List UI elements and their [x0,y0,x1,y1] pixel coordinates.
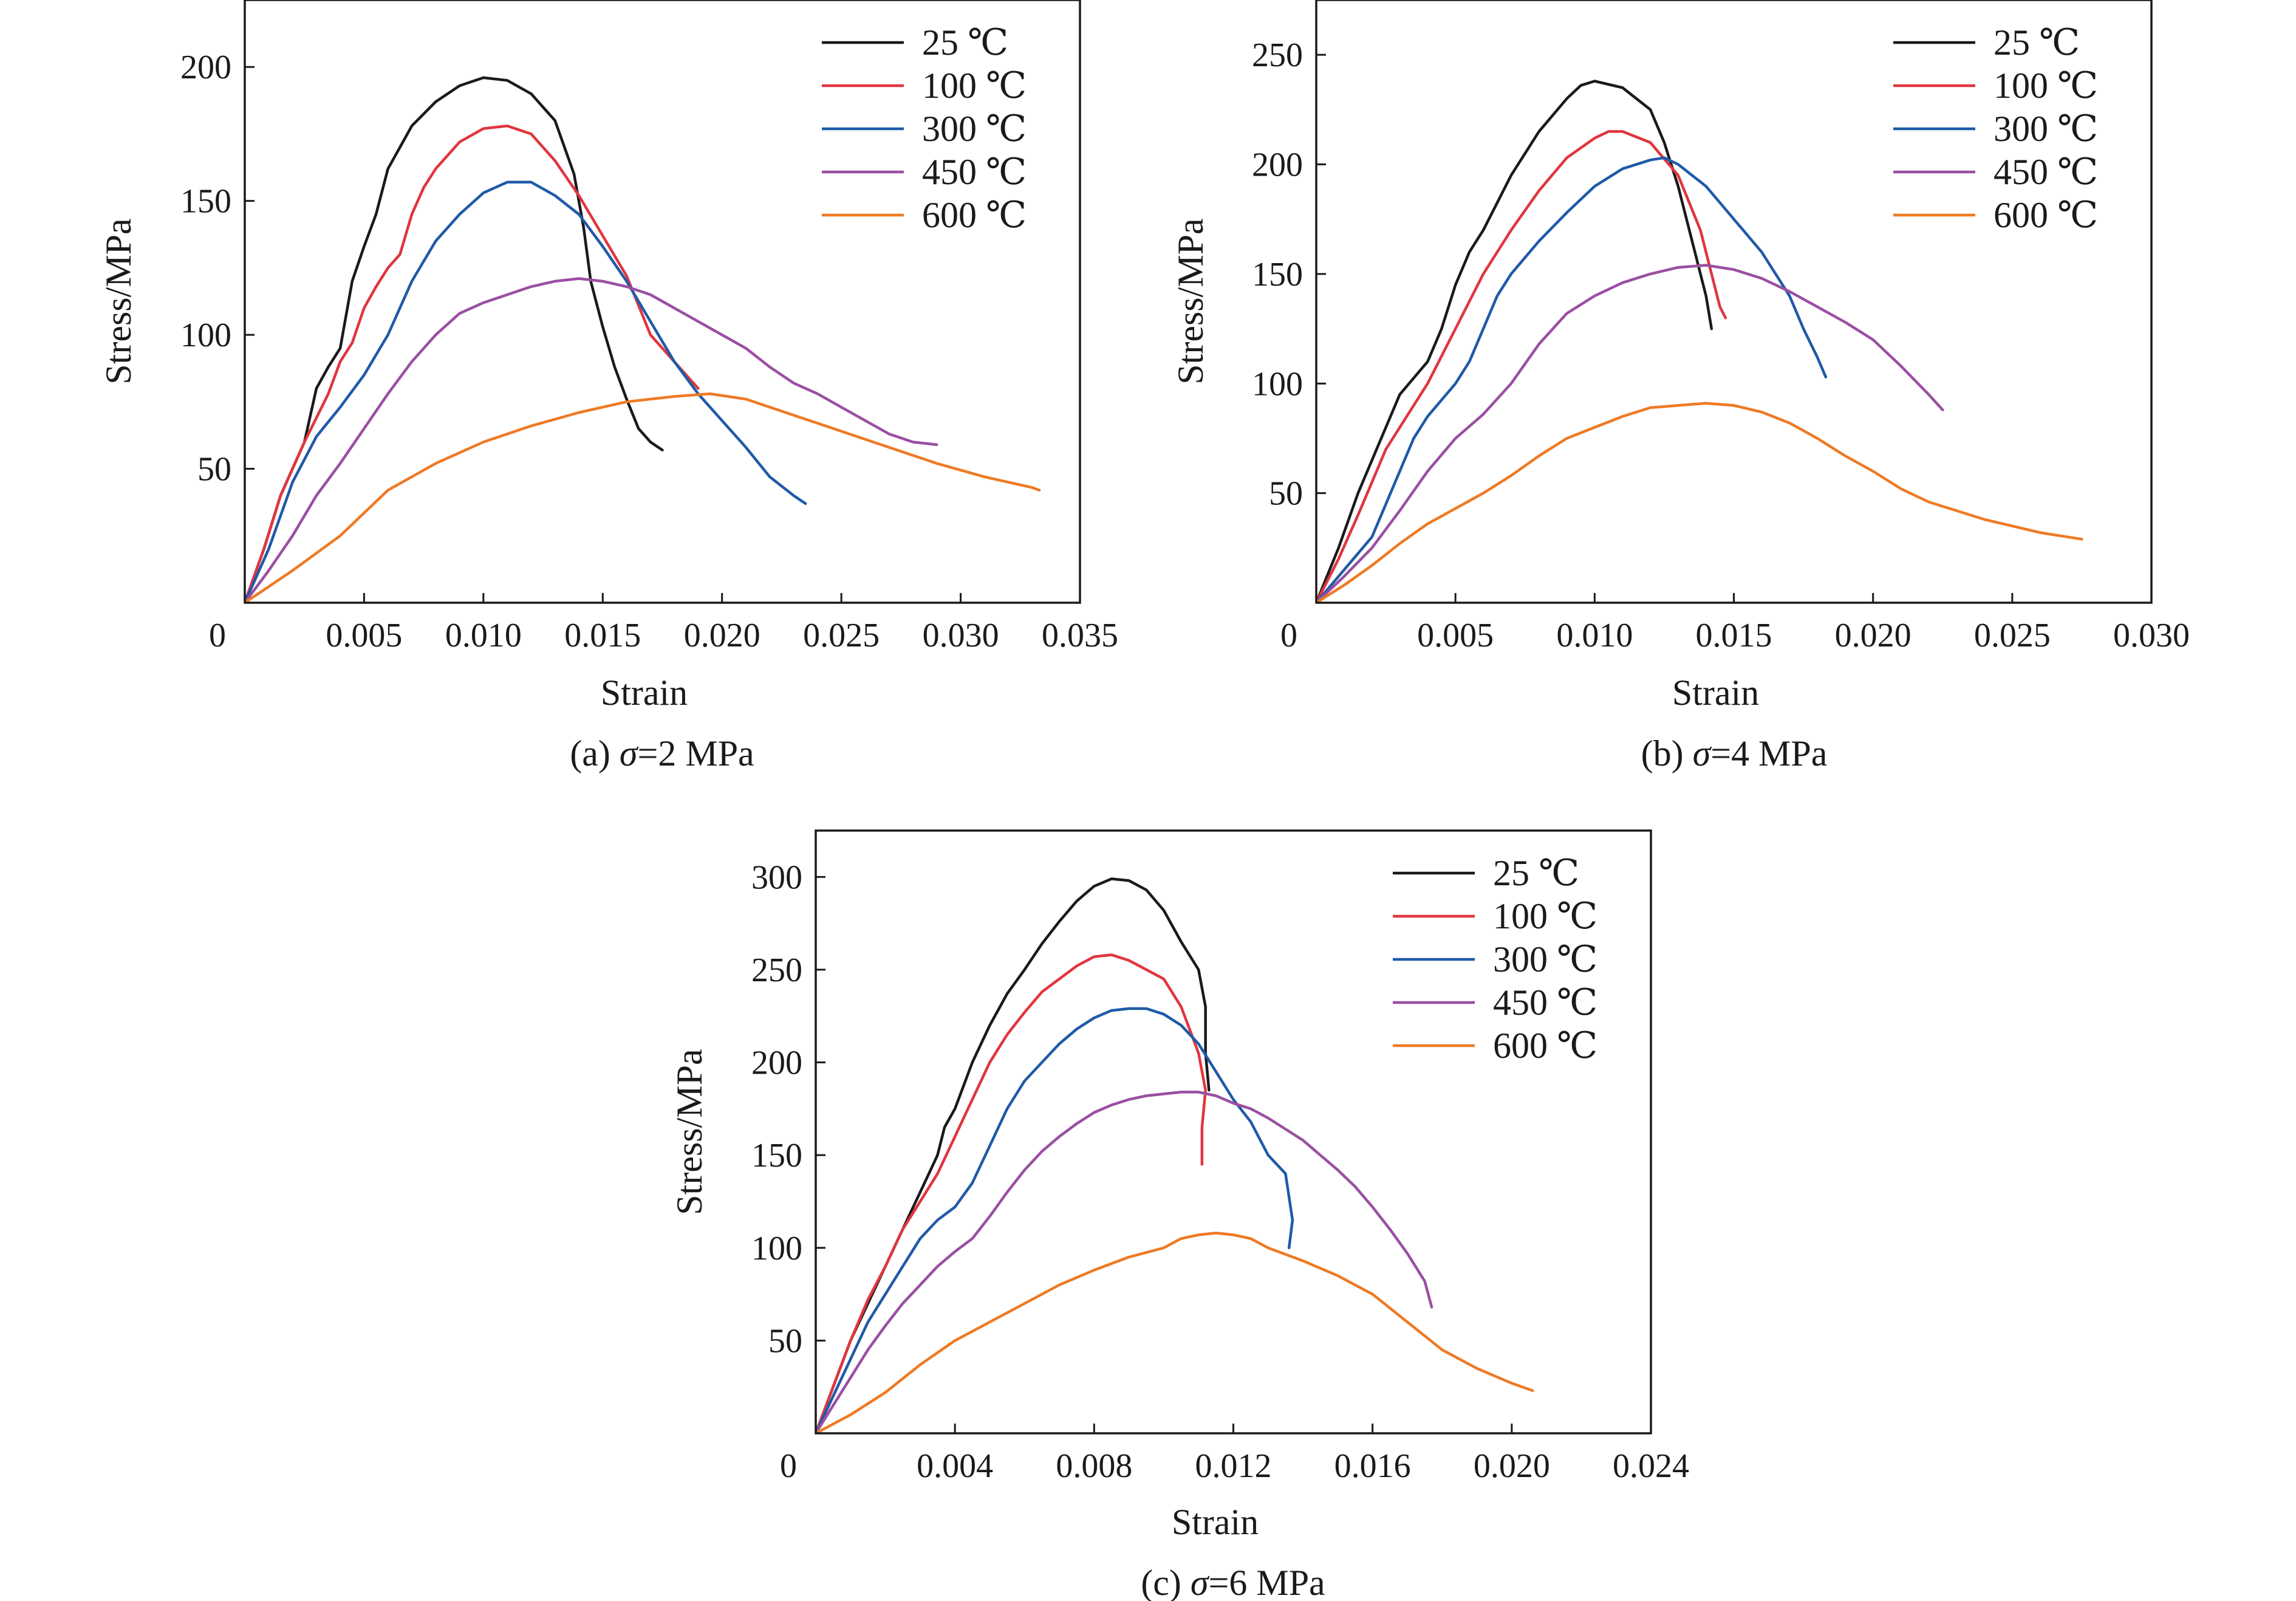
series-line-25 [1316,80,1713,603]
x-tick-label: 0.004 [917,1447,993,1485]
legend-label-300: 300 ℃ [1493,939,1597,979]
y-axis-title: Stress/MPa [98,218,138,384]
series-line-300 [816,1007,1294,1433]
x-axis-title: Strain [1172,1502,1259,1542]
panel-a: 0 0.005 0.010 0.015 0.020 0.025 0.030 0.035 50 10… [98,0,1118,773]
series-line-100 [816,953,1207,1433]
y-tick-label: 100 [180,317,231,354]
legend-label-300: 300 ℃ [922,109,1027,149]
series-line-100 [1316,130,1727,603]
x-tick-label: 0 [780,1447,797,1485]
x-tick-label: 0.030 [923,617,999,654]
legend-label-450: 450 ℃ [1994,152,2098,192]
x-tick-label: 0.016 [1334,1447,1411,1485]
legend-label-100: 100 ℃ [922,66,1027,106]
series-line-100 [245,124,700,603]
series-line-300 [1316,156,1828,603]
y-tick-label: 100 [1252,365,1303,403]
x-tick-label: 0.020 [684,617,760,654]
caption-prefix: (b) [1641,733,1693,773]
series-line-25 [245,76,664,603]
series-line-450 [816,1091,1433,1433]
legend-label-300: 300 ℃ [1994,109,2098,149]
legend-label-25: 25 ℃ [922,22,1008,63]
legend-label-600: 600 ℃ [922,195,1027,235]
series-line-25 [816,877,1211,1433]
x-axis-title: Strain [1672,673,1759,713]
y-tick-label: 50 [1269,475,1303,513]
y-axis-title: Stress/MPa [1170,218,1211,384]
panel-b: 0 0.005 0.010 0.015 0.020 0.025 0.030 50 100 150 2… [1170,0,2190,773]
series-line-300 [245,180,807,603]
legend-label-100: 100 ℃ [1994,66,2098,106]
caption-suffix: =2 MPa [638,733,754,773]
plot-frame [244,0,1081,604]
y-tick-label: 150 [751,1137,802,1174]
x-tick-label: 0.010 [445,617,522,654]
y-tick-label: 250 [1252,36,1303,74]
y-tick-label: 150 [180,183,231,221]
x-tick-label: 0.020 [1474,1447,1550,1485]
x-tick-label: 0.015 [564,617,641,654]
x-tick-label: 0.012 [1195,1447,1272,1485]
caption-symbol: σ [620,733,639,773]
caption-symbol: σ [1693,733,1712,773]
y-axis-title: Stress/MPa [669,1049,709,1215]
legend-label-100: 100 ℃ [1493,896,1597,936]
y-tick-label: 50 [768,1322,802,1360]
panel-c: 0 0.004 0.008 0.012 0.016 0.020 0.024 50 100 150 2… [669,829,1689,1601]
x-tick-label: 0.030 [2113,617,2190,654]
caption-prefix: (c) [1141,1563,1191,1601]
y-tick-label: 200 [751,1044,802,1082]
x-tick-label: 0.005 [1417,617,1494,654]
panel-caption: (b) σ=4 MPa [1641,733,1828,773]
y-tick-label: 200 [1252,146,1303,184]
caption-symbol: σ [1191,1563,1210,1601]
x-tick-label: 0 [209,617,226,654]
series-group [1316,80,2083,603]
x-axis-title: Strain [601,673,688,713]
series-group [816,877,1534,1433]
caption-suffix: =6 MPa [1209,1563,1325,1601]
x-tick-label: 0.005 [326,617,402,654]
legend-label-450: 450 ℃ [922,152,1027,192]
x-tick-label: 0.008 [1056,1447,1132,1485]
legend-label-450: 450 ℃ [1493,982,1597,1023]
x-tick-label: 0.035 [1042,617,1118,654]
series-line-600 [816,1232,1534,1433]
y-tick-label: 100 [751,1230,802,1267]
x-tick-label: 0.015 [1696,617,1772,654]
series-group [245,76,1041,603]
panel-caption: (a) σ=2 MPa [570,733,754,773]
x-tick-label: 0.024 [1613,1447,1689,1485]
x-tick-label: 0.025 [803,617,880,654]
series-line-450 [1316,264,1944,603]
x-tick-label: 0.010 [1556,617,1633,654]
panel-caption: (c) σ=6 MPa [1141,1563,1325,1601]
legend-label-600: 600 ℃ [1493,1026,1597,1066]
legend-label-25: 25 ℃ [1994,22,2080,63]
y-tick-label: 50 [197,451,231,489]
caption-suffix: =4 MPa [1710,733,1827,773]
y-tick-label: 150 [1252,256,1303,293]
y-tick-label: 300 [751,859,802,896]
series-line-600 [245,392,1041,603]
x-tick-label: 0.025 [1974,617,2051,654]
series-line-450 [245,277,938,603]
x-tick-label: 0 [1280,617,1297,654]
y-tick-label: 250 [751,951,802,989]
legend-label-600: 600 ℃ [1994,195,2098,235]
legend-label-25: 25 ℃ [1493,853,1579,893]
x-tick-label: 0.020 [1835,617,1912,654]
caption-prefix: (a) [570,733,620,773]
y-tick-label: 200 [180,49,231,86]
series-line-600 [1316,402,2083,603]
